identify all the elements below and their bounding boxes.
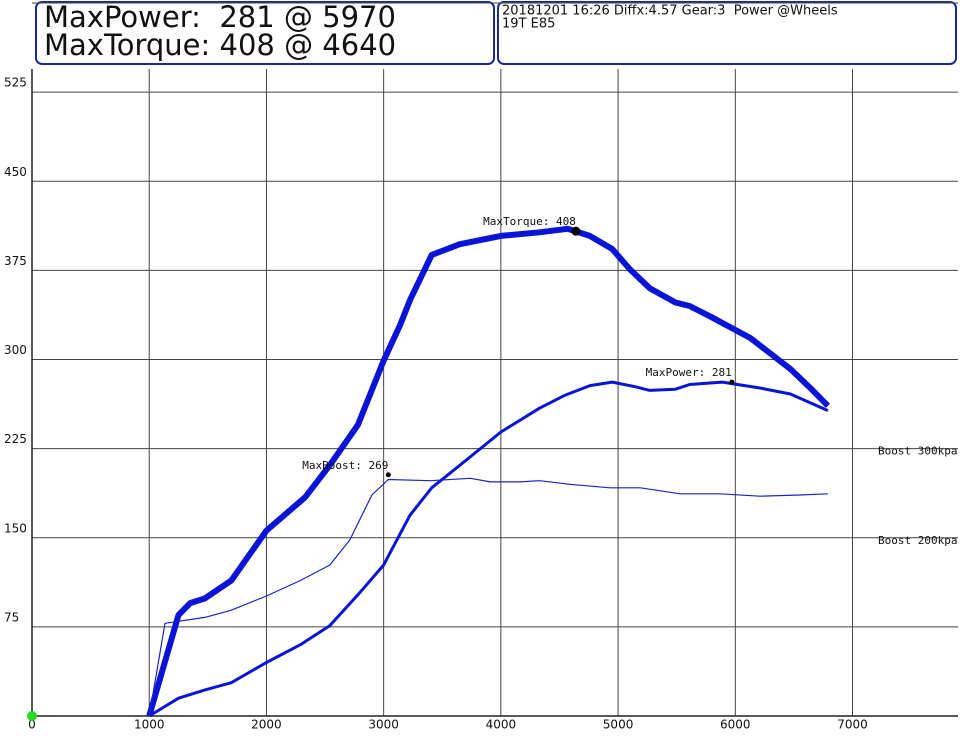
x-tick-label: 2000 <box>251 718 282 732</box>
annotation-dot <box>385 472 391 478</box>
right-label: Boost 300kpa <box>878 445 957 458</box>
origin-dot <box>27 711 37 721</box>
x-tick-label: 0 <box>28 718 36 732</box>
y-tick-label: 375 <box>4 254 27 268</box>
y-tick-label: 75 <box>4 610 19 624</box>
y-tick-label: 150 <box>4 521 27 535</box>
x-tick-label: 5000 <box>603 718 634 732</box>
run-info-text: 20181201 16:26 Diffx:4.57 Gear:3 Power @… <box>502 4 838 19</box>
curve <box>148 380 829 718</box>
summary-box <box>35 1 495 65</box>
y-tick-label: 450 <box>4 165 27 179</box>
y-tick-label: 225 <box>4 432 27 446</box>
y-tick-label: 600 <box>4 0 27 1</box>
right-label: Boost 200kpa <box>878 534 957 547</box>
annotation-dot <box>571 226 581 236</box>
max-torque-text: MaxTorque: 408 @ 4640 <box>44 28 396 62</box>
annotation-label: MaxBoost: 269 <box>302 459 388 472</box>
x-tick-label: 1000 <box>134 718 165 732</box>
curve <box>148 477 828 717</box>
y-tick-label: 300 <box>4 343 27 357</box>
x-tick-label: 7000 <box>837 718 868 732</box>
annotation-label: MaxPower: 281 <box>646 366 732 379</box>
info-box <box>497 1 957 65</box>
x-tick-label: 6000 <box>720 718 751 732</box>
max-power-text: MaxPower: 281 @ 5970 <box>44 0 396 34</box>
annotation-label: MaxTorque: 408 <box>483 215 576 228</box>
x-tick-label: 3000 <box>368 718 399 732</box>
x-tick-label: 4000 <box>486 718 517 732</box>
annotation-dot <box>729 379 735 385</box>
curve <box>146 225 831 717</box>
y-tick-label: 525 <box>4 76 27 90</box>
setup-text: 19T E85 <box>502 17 555 32</box>
